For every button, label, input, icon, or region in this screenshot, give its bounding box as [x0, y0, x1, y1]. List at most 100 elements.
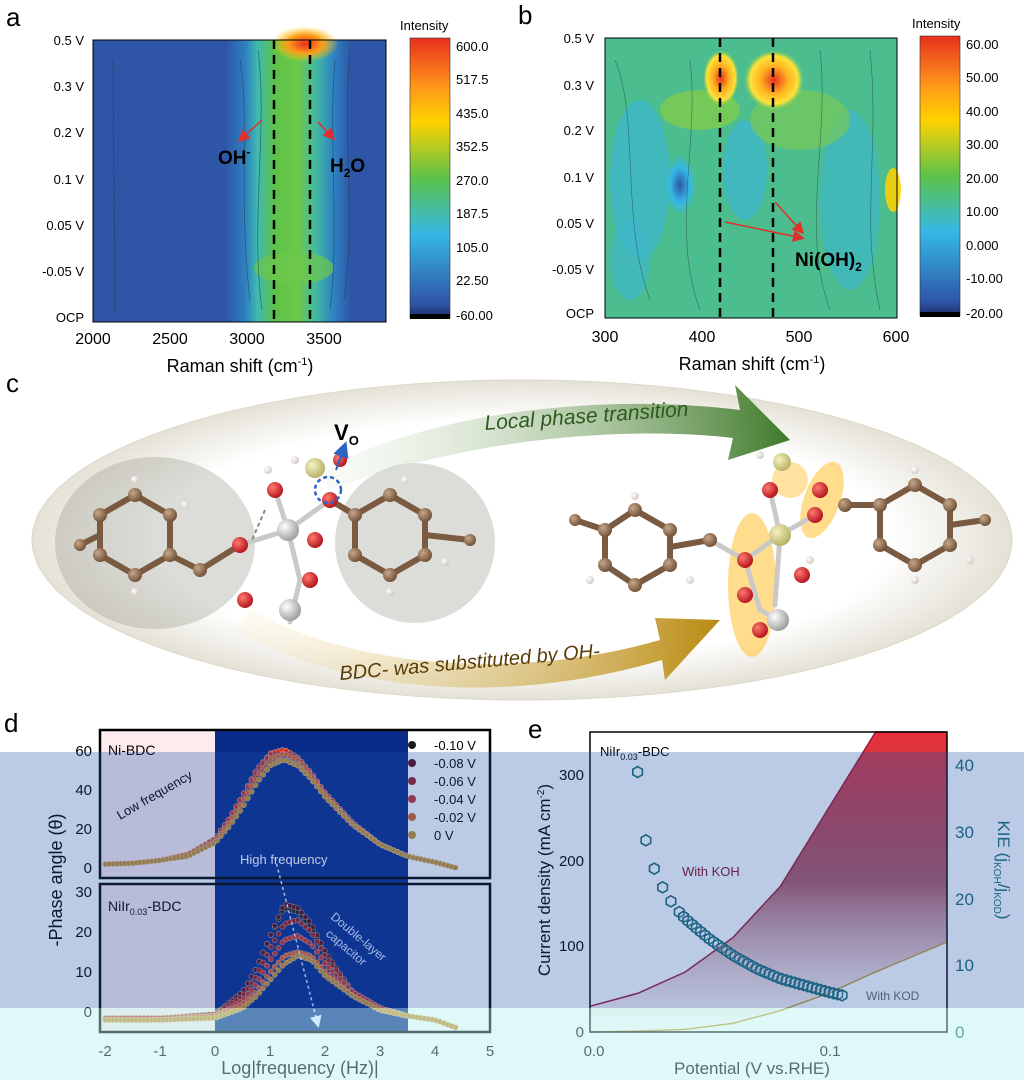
y-tick-a-4: 0.05 V	[46, 218, 84, 233]
kie-marker	[648, 862, 660, 876]
overlay-bottom	[0, 1008, 1024, 1080]
y-tick-d-bot-2: 20	[75, 924, 92, 941]
y-tick-e-3: 300	[559, 767, 584, 784]
phase-point-0V	[360, 829, 366, 836]
phase-point--0.04V	[333, 972, 340, 979]
phase-point-0V	[279, 963, 286, 969]
legend-d-0: -0.10 V	[434, 738, 476, 753]
panel-label-a: a	[6, 2, 21, 32]
phase-point-0V	[214, 837, 220, 844]
phase-point--0.08V	[294, 905, 301, 911]
cbar-a-tick-1: 517.5	[456, 72, 489, 87]
phase-point--0.06V	[314, 938, 320, 945]
phase-point-0V	[314, 963, 320, 970]
phase-point-0V	[221, 828, 228, 835]
right-molecule-atoms	[569, 451, 991, 638]
legend-d-3: -0.04 V	[434, 792, 476, 807]
legend-d-4: -0.02 V	[434, 810, 476, 825]
phase-point--0.02V	[267, 968, 274, 975]
kod-line	[589, 941, 948, 1033]
phase-point-0V	[325, 797, 332, 804]
phase-point--0.08V	[310, 924, 316, 931]
phase-point-0V	[310, 778, 316, 785]
phase-point-0V	[333, 805, 340, 811]
cbar-a-tick-8: -60.00	[456, 308, 493, 323]
y-tick-b-0: 0.5 V	[564, 31, 595, 46]
kie-marker	[631, 765, 644, 779]
phase-point-0V	[306, 774, 313, 780]
phase-point-0V	[264, 767, 270, 773]
x-tick-b-3: 600	[883, 329, 910, 346]
cbar-a-tick-6: 105.0	[456, 240, 489, 255]
x-tick-a-3: 3500	[306, 331, 342, 348]
d-bottom-series	[102, 901, 459, 1031]
phase-point-0V	[352, 823, 359, 830]
kie-marker	[656, 880, 669, 894]
y2-tick-e-1: 10	[955, 956, 974, 975]
cbar-b-tick-6: 0.000	[966, 238, 999, 253]
x-tick-d-1: -1	[153, 1043, 166, 1060]
phase-point-0V	[256, 776, 263, 783]
phase-point-0V	[267, 976, 274, 983]
phase-point--0.04V	[325, 964, 332, 971]
label-vo: VO	[334, 420, 359, 448]
phase-point-0V	[367, 834, 374, 841]
phase-point--0.04V	[271, 950, 278, 957]
x-axis-label-d: Log|frequency (Hz)|	[221, 1058, 378, 1078]
y-tick-b-6: OCP	[566, 306, 594, 321]
y-tick-a-1: 0.3 V	[54, 79, 85, 94]
phase-point--0.04V	[279, 939, 286, 946]
phase-point-0V	[252, 782, 259, 789]
y-tick-d-bot-3: 30	[75, 884, 92, 901]
x-axis-label-e: Potential (V vs.RHE)	[674, 1059, 830, 1078]
y2-tick-e-0: 0	[955, 1023, 964, 1042]
phase-point-0V	[452, 864, 459, 871]
y-tick-d-top-2: 40	[75, 782, 92, 799]
phase-point--0.04V	[329, 968, 336, 975]
phase-point--0.04V	[248, 987, 255, 993]
phase-point--0.08V	[306, 918, 313, 925]
panel-b-heatmap	[604, 37, 901, 319]
phase-point--0.04V	[306, 939, 313, 946]
phase-point-0V	[264, 981, 270, 987]
panel-b-yaxis: 0.5 V 0.3 V 0.2 V 0.1 V 0.05 V -0.05 V O…	[552, 31, 594, 321]
cbar-a-tick-2: 435.0	[456, 106, 489, 121]
phase-point-0V	[310, 959, 316, 965]
phase-point-0V	[248, 997, 255, 1004]
phase-point-0V	[341, 986, 347, 993]
y-tick-a-3: 0.1 V	[54, 172, 85, 187]
phase-point--0.04V	[260, 969, 266, 976]
cbar-a-tick-7: 22.50	[456, 273, 489, 288]
koh-line	[589, 731, 947, 1008]
d-top-sample-label: Ni-BDC	[108, 742, 155, 758]
phase-highlight-3	[772, 462, 808, 498]
oxygen-vacancy-circle	[313, 475, 343, 505]
x-tick-d-0: -2	[98, 1043, 111, 1060]
phase-point--0.04V	[267, 956, 274, 963]
phase-point--0.06V	[275, 930, 282, 937]
panel-a-xaxis: 2000 2500 3000 3500	[75, 331, 342, 348]
low-frequency-region-bottom	[100, 884, 215, 1032]
y-tick-d-bot-1: 10	[75, 964, 92, 981]
y-tick-d-bot-0: 0	[84, 1004, 92, 1021]
phase-point--0.08V	[298, 909, 305, 916]
x-axis-label-b: Raman shift (cm-1)	[679, 354, 826, 374]
x-tick-d-4: 2	[321, 1043, 329, 1060]
cbar-a-tick-5: 187.5	[456, 206, 489, 221]
phase-point-0V	[244, 1000, 251, 1007]
left-molecule-atoms	[74, 453, 476, 621]
y-tick-b-5: -0.05 V	[552, 262, 594, 277]
phase-point-0V	[260, 772, 266, 778]
legend-d-2: -0.06 V	[434, 774, 476, 789]
d-top-series	[102, 747, 459, 871]
annotation-nioh2: Ni(OH)2	[795, 250, 862, 274]
panel-label-b: b	[518, 0, 532, 30]
bdc-ring-shade-left	[55, 457, 255, 629]
cbar-b-tick-3: 30.00	[966, 137, 999, 152]
x-tick-b-0: 300	[592, 329, 619, 346]
phase-point-0V	[329, 978, 336, 985]
arrow-local-phase-transition	[320, 385, 790, 490]
phase-point--0.04V	[317, 954, 324, 961]
phase-point-0V	[298, 766, 305, 773]
phase-point-0V	[333, 981, 340, 987]
